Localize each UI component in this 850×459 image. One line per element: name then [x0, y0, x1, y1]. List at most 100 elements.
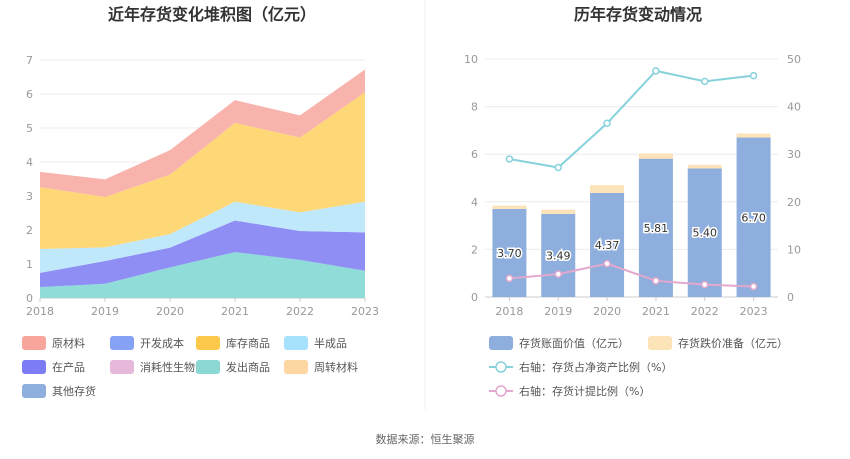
line-point: [749, 282, 758, 291]
y-tick-label: 7: [26, 54, 33, 67]
line-point: [701, 280, 709, 289]
legend-label: 半成品: [314, 336, 347, 350]
legend-swatch: [22, 360, 46, 374]
bar-value-label: 4.37: [595, 239, 620, 252]
legend-label: 存货账面价值（亿元）: [519, 336, 629, 350]
legend-label: 右轴：存货占净资产比例（%）: [519, 360, 672, 374]
line-point: [701, 77, 709, 86]
legend-swatch: [22, 384, 46, 398]
legend-label: 右轴：存货计提比例（%）: [519, 384, 650, 398]
y2-tick-label: 0: [787, 291, 794, 304]
y-tick-label: 4: [26, 156, 33, 169]
bar-value-label: 6.70: [741, 211, 766, 224]
legend-swatch: [110, 360, 134, 374]
legend-swatch: [196, 336, 220, 350]
line-point: [505, 155, 514, 163]
y2-tick-label: 10: [787, 243, 801, 256]
y-tick-label: 0: [26, 292, 33, 305]
right-legend: 存货账面价值（亿元） 存货跌价准备（亿元） 右轴：存货占净资产比例（%） 右轴：存货计…: [489, 336, 788, 398]
legend-swatch: [196, 360, 220, 374]
legend-marker: [495, 361, 507, 373]
bar-value-label: 3.49: [546, 249, 571, 262]
right-chart-title: 历年存货变动情况: [574, 5, 702, 24]
y-tick-label: 0: [471, 291, 478, 304]
bar-book-value: [541, 213, 576, 297]
y-tick-label: 10: [464, 53, 478, 66]
legend-label: 周转材料: [314, 360, 358, 374]
legend-swatch: [648, 336, 672, 350]
legend-label: 库存商品: [226, 336, 270, 350]
legend-label: 其他存货: [52, 384, 96, 398]
line-inventory-to-net-assets: [509, 69, 754, 169]
area-半成品: [40, 201, 365, 273]
y-tick-label: 8: [471, 101, 478, 114]
legend-swatch: [284, 360, 308, 374]
left-chart-title: 近年存货变化堆积图（亿元）: [108, 5, 316, 24]
x-tick-label: 2021: [221, 305, 249, 318]
x-tick-label: 2020: [156, 305, 184, 318]
bar-book-value: [687, 168, 722, 297]
bar-book-value: [492, 208, 527, 297]
line-point: [749, 71, 758, 80]
legend-swatch: [284, 336, 308, 350]
y2-tick-label: 30: [787, 148, 801, 161]
bar-value-label: 5.40: [693, 227, 718, 240]
x-tick-label: 2018: [495, 305, 523, 318]
x-tick-label: 2019: [544, 305, 572, 318]
x-tick-label: 2019: [91, 305, 119, 318]
y2-tick-label: 50: [787, 53, 801, 66]
legend-label: 发出商品: [226, 360, 270, 374]
bar-impairment-provision: [590, 185, 625, 193]
x-tick-label: 2018: [26, 305, 54, 318]
bar-book-value: [590, 192, 625, 297]
y-tick-label: 5: [26, 122, 33, 135]
x-tick-label: 2020: [593, 305, 621, 318]
line-point: [505, 274, 514, 283]
legend-label: 存货跌价准备（亿元）: [678, 336, 788, 350]
legend-swatch: [110, 336, 134, 350]
left-stacked-area-chart: 0 1 2 3 4 5 6 7 2018 2019 2020 2021 2022 2023: [26, 54, 379, 318]
legend-label: 原材料: [52, 336, 85, 350]
data-source: 数据来源：恒生聚源: [376, 432, 475, 446]
y2-tick-label: 40: [787, 101, 801, 114]
bar-book-value: [736, 137, 771, 297]
bar-value-label: 5.81: [644, 222, 669, 235]
bar-book-value: [638, 158, 673, 297]
line-point: [603, 259, 611, 268]
x-tick-label: 2022: [286, 305, 314, 318]
line-point: [652, 277, 660, 285]
legend-swatch: [489, 336, 513, 350]
legend-label: 在产品: [52, 360, 85, 374]
bar-impairment-provision: [736, 133, 771, 138]
y-tick-label: 1: [26, 258, 33, 271]
legend-swatch: [22, 336, 46, 350]
x-tick-label: 2023: [351, 305, 379, 318]
line-point: [652, 67, 660, 75]
line-point: [603, 119, 611, 128]
x-tick-label: 2022: [691, 305, 719, 318]
y-tick-label: 2: [26, 224, 33, 237]
legend-marker: [495, 385, 507, 397]
y-tick-label: 4: [471, 196, 478, 209]
y-tick-label: 3: [26, 190, 33, 203]
area-在产品: [40, 220, 365, 288]
line-provision-ratio: [509, 262, 754, 288]
bar-impairment-provision: [541, 209, 576, 214]
y-tick-label: 6: [26, 88, 33, 101]
right-bar-line-chart: 0 2 4 6 8 10 0 10 20 30 40 50 2018 2019 2020 2021 2022 20…: [464, 53, 801, 318]
area-原材料: [40, 69, 365, 198]
line-point: [554, 163, 562, 172]
y-tick-label: 6: [471, 148, 478, 161]
bar-impairment-provision: [638, 153, 673, 159]
x-tick-label: 2023: [740, 305, 768, 318]
area-发出商品: [40, 252, 365, 298]
area-库存商品: [40, 92, 365, 250]
bar-impairment-provision: [687, 164, 722, 169]
x-tick-label: 2021: [642, 305, 670, 318]
line-point: [554, 270, 562, 278]
bar-value-label: 3.70: [497, 247, 522, 260]
y-tick-label: 2: [471, 243, 478, 256]
legend-label: 开发成本: [140, 336, 184, 350]
